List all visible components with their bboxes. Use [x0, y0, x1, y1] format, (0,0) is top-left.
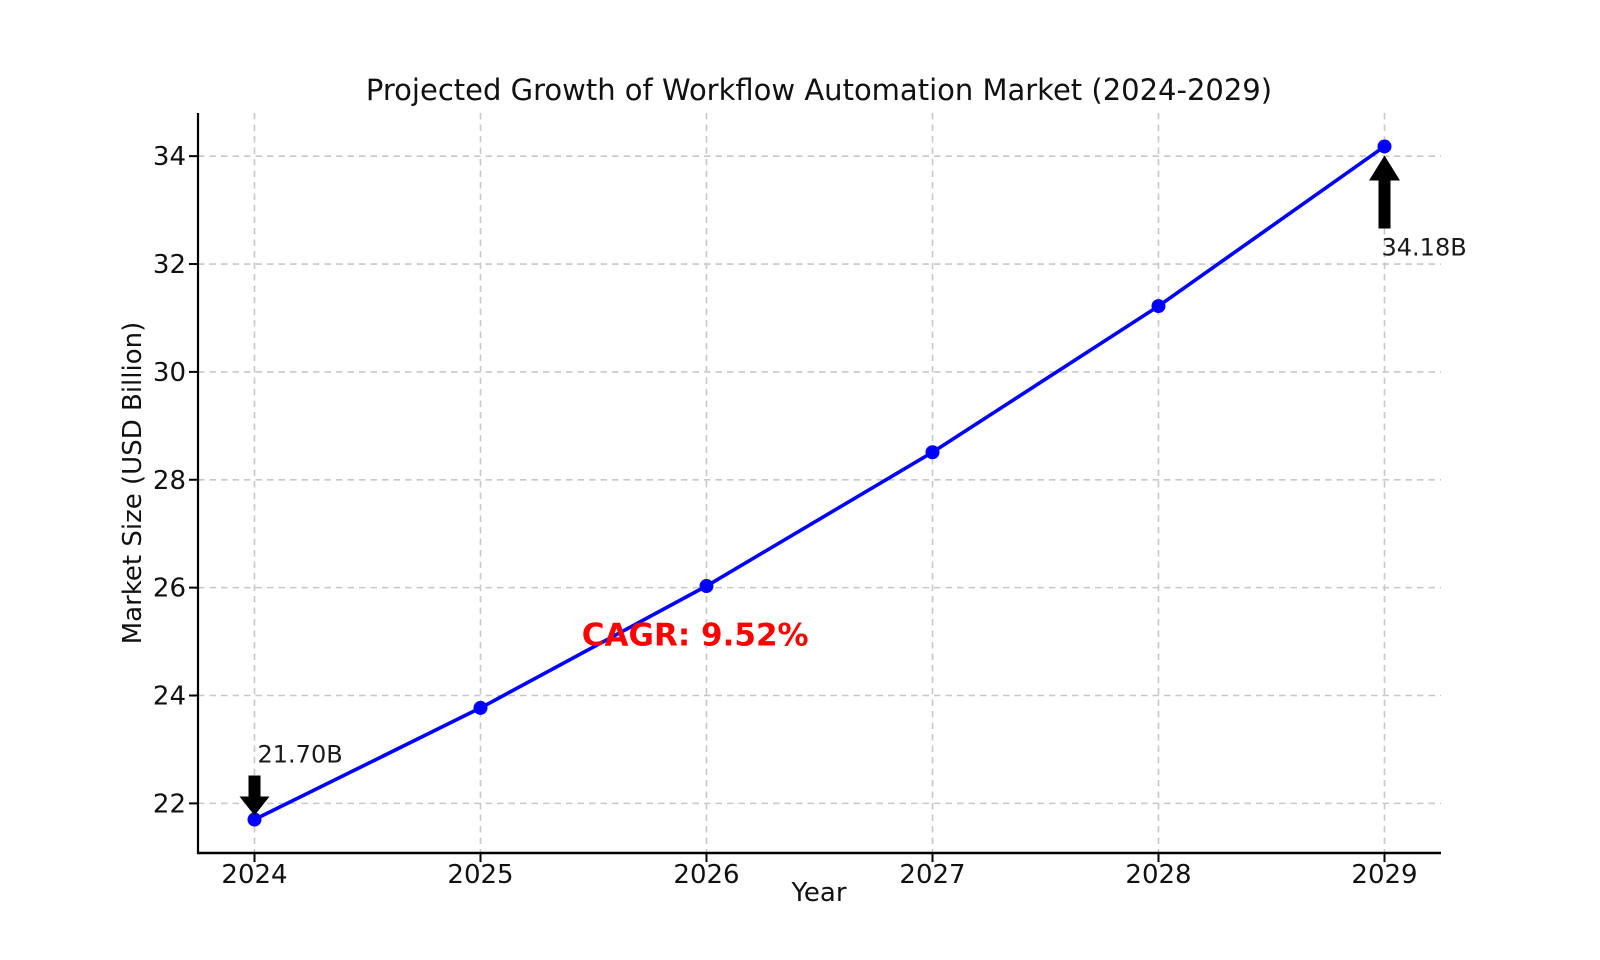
y-tick-label: 34 — [153, 142, 186, 172]
data-point — [925, 445, 940, 460]
annotation-end-label: 34.18B — [1382, 233, 1467, 261]
y-tick-label: 22 — [153, 789, 186, 819]
data-point — [699, 579, 714, 594]
y-tick-label: 28 — [153, 466, 186, 496]
y-tick-label: 32 — [153, 250, 186, 280]
x-axis-label: Year — [790, 878, 846, 908]
x-tick-label: 2029 — [1351, 860, 1417, 890]
data-point — [1151, 299, 1166, 314]
y-tick-label: 30 — [153, 358, 186, 388]
y-tick-label: 24 — [153, 682, 186, 712]
y-tick-label: 26 — [153, 574, 186, 604]
x-tick-label: 2026 — [673, 860, 739, 890]
series-line — [252, 144, 1387, 822]
x-tick-label: 2025 — [447, 860, 513, 890]
x-tick-label: 2024 — [221, 860, 287, 890]
x-tick-label: 2028 — [1125, 860, 1191, 890]
x-tick-label: 2027 — [899, 860, 965, 890]
annotation-arrow-up-icon — [1369, 155, 1400, 229]
data-point — [247, 812, 262, 827]
cagr-label: CAGR: 9.52% — [582, 617, 809, 653]
data-point — [473, 700, 488, 715]
annotation-start-label: 21.70B — [258, 741, 343, 769]
y-axis-label: Market Size (USD Billion) — [118, 322, 148, 645]
annotation-arrow-down-icon — [239, 775, 270, 816]
data-point — [1377, 139, 1392, 154]
chart-title: Projected Growth of Workflow Automation … — [366, 73, 1272, 107]
